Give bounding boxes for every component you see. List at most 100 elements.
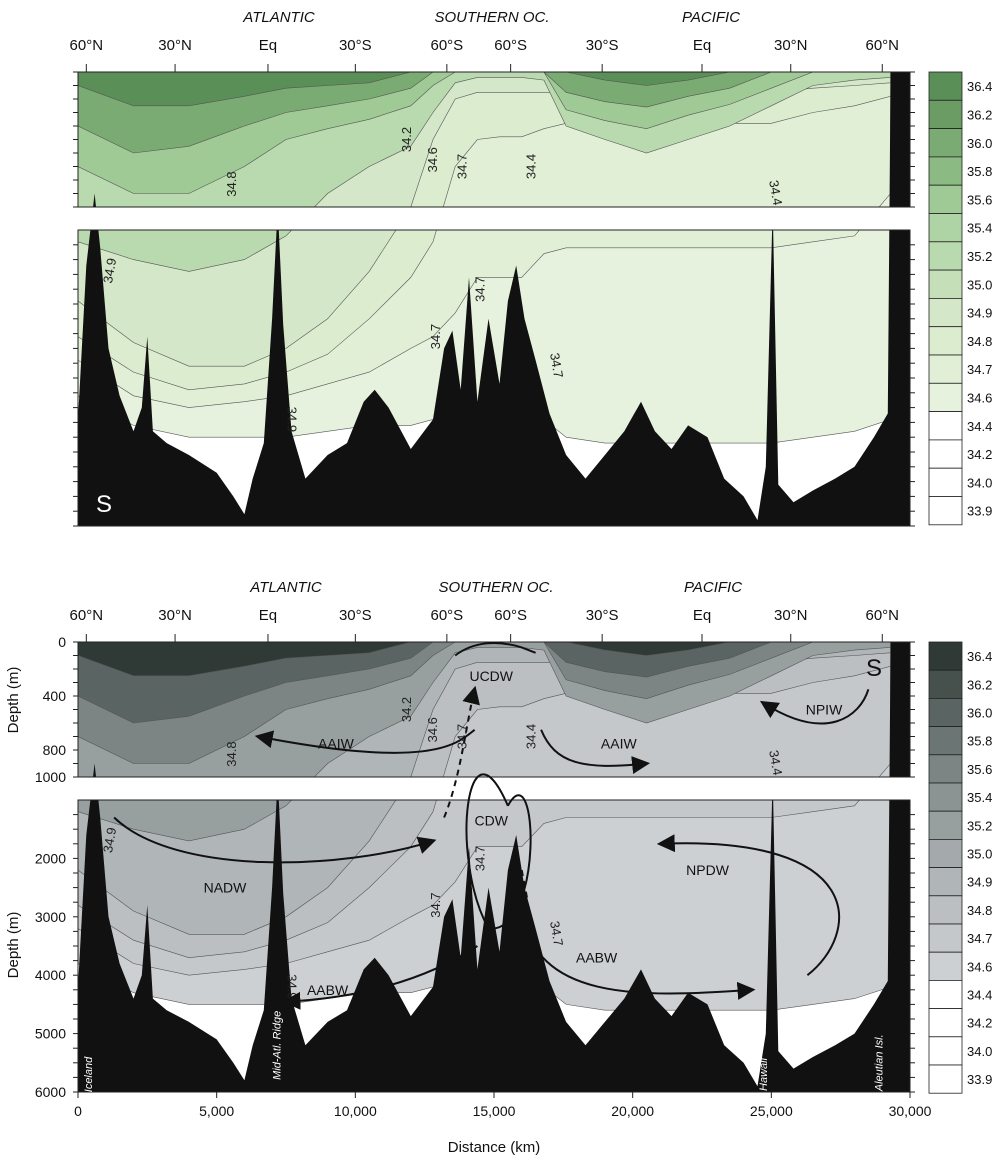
colorbar-swatch (928, 641, 963, 671)
colorbar: 36.4 36.2 36.0 35.8 35.6 35.4 35.2 35.0 34.9 34.8… (928, 71, 992, 526)
contour-label: 34.4 (524, 724, 539, 749)
colorbar-swatch (928, 951, 963, 981)
contour-label: 34.2 (399, 697, 414, 722)
latitude-tick-label: 30°N (158, 37, 192, 54)
colorbar-label: 34.9 (967, 306, 992, 321)
colorbar-label: 34.4 (967, 419, 992, 434)
water-mass-label: AAIW (318, 735, 355, 751)
colorbar-swatch (928, 156, 963, 186)
water-mass-label: AAIW (601, 735, 638, 751)
salinity-band (78, 800, 293, 842)
contour-label: 34.6 (425, 717, 440, 742)
y-axis-label-upper: Depth (m) (5, 667, 22, 734)
colorbar-label: 36.2 (967, 107, 992, 122)
salinity-field-lower (78, 230, 910, 526)
ocean-header: PACIFIC (684, 579, 742, 596)
latitude-tick-label: 60°S (431, 607, 464, 624)
colorbar-label: 33.9 (967, 1072, 992, 1087)
contour-label: 34.4 (524, 154, 539, 179)
colorbar-swatch (928, 1064, 963, 1094)
colorbar-swatch (928, 923, 963, 953)
y-tick-label: 0 (58, 634, 66, 650)
x-tick-label: 30,000 (889, 1103, 932, 1119)
dashed-segment (520, 869, 529, 900)
salinity-field-upper (78, 72, 910, 207)
circulation-arrow (540, 729, 651, 774)
salinity-panel-color: 60°N 30°N Eq 30°S 60°S 60°S 30°S Eq 30°N 60°N ATLA… (70, 9, 992, 527)
upwelling-dashed-arrow (443, 685, 480, 818)
water-mass-label: AABW (576, 950, 618, 966)
colorbar-swatch (928, 382, 963, 412)
panel-label-salinity: S (96, 491, 112, 518)
colorbar-label: 36.2 (967, 677, 992, 692)
y-tick-label: 2000 (35, 850, 66, 866)
topography-label: Iceland (83, 1056, 95, 1092)
colorbar-swatch (928, 980, 963, 1010)
contour-label: 34.4 (766, 179, 785, 207)
colorbar-swatch (928, 698, 963, 728)
colorbar-label: 35.0 (967, 277, 992, 292)
colorbar-label: 34.6 (967, 390, 992, 405)
colorbar-label: 35.2 (967, 249, 992, 264)
circulation-arrow (254, 729, 476, 754)
ocean-header: ATLANTIC (242, 9, 315, 26)
topography-label: Mid-Atl. Ridge (271, 1011, 283, 1080)
circulation-arrow (656, 834, 841, 976)
colorbar-swatch (928, 439, 963, 469)
contour-label: 34.7 (547, 920, 566, 948)
y-tick-label: 800 (43, 742, 67, 758)
salinity-band (78, 72, 891, 107)
water-mass-label: AABW (307, 982, 349, 998)
ocean-header: SOUTHERN OC. (434, 9, 549, 26)
seafloor-topography (78, 800, 910, 1092)
topography-label: Hawaii (758, 1057, 770, 1091)
salinity-band (78, 642, 891, 724)
latitude-tick-label: 60°N (70, 607, 104, 624)
colorbar-swatch (928, 326, 963, 356)
colorbar-swatch (928, 754, 963, 784)
contour-label: 34.6 (425, 147, 440, 172)
colorbar-swatch (928, 99, 963, 130)
colorbar: 36.4 36.2 36.0 35.8 35.6 35.4 35.2 35.0 34.9 34.8… (928, 641, 992, 1094)
water-mass-label: CDW (475, 812, 509, 828)
x-tick-label: 10,000 (334, 1103, 377, 1119)
colorbar-label: 35.6 (967, 192, 992, 207)
contour-label: 34.9 (284, 407, 299, 432)
y-axis-label-lower: Depth (m) (5, 912, 22, 979)
x-tick-label: 5,000 (199, 1103, 234, 1119)
contour-label: 34.7 (547, 352, 566, 380)
colorbar-label: 35.8 (967, 164, 992, 179)
colorbar-label: 33.9 (967, 504, 992, 519)
contour-label: 34.4 (766, 749, 785, 777)
colorbar-label: 34.6 (967, 959, 992, 974)
colorbar-swatch (928, 810, 963, 840)
colorbar-swatch (928, 867, 963, 897)
colorbar-swatch (928, 411, 963, 441)
colorbar-swatch (928, 726, 963, 756)
cdw-loop (465, 773, 532, 930)
panel-label-salinity: S (866, 655, 882, 682)
y-tick-label: 400 (43, 688, 67, 704)
colorbar-label: 34.7 (967, 931, 992, 946)
topography-label: Aleutian Isl. (873, 1034, 885, 1092)
salinity-field-lower (78, 800, 910, 1092)
circulation-arrow (113, 816, 437, 864)
dashed-segment (468, 881, 473, 906)
contour-label: 34.7 (428, 324, 443, 349)
colorbar-label: 34.8 (967, 334, 992, 349)
water-mass-label: NPIW (806, 702, 843, 718)
latitude-tick-label: 30°S (339, 607, 372, 624)
latitude-tick-label: 60°N (70, 37, 104, 54)
colorbar-label: 36.4 (967, 649, 992, 664)
contour-label: 34.9 (100, 826, 119, 854)
ocean-header: ATLANTIC (249, 579, 322, 596)
salinity-field-upper (78, 642, 910, 777)
circulation-arrow (520, 910, 756, 1000)
colorbar-label: 36.4 (967, 79, 992, 94)
latitude-tick-label: Eq (259, 607, 277, 624)
latitude-tick-label: 60°S (494, 607, 527, 624)
colorbar-label: 35.4 (967, 790, 992, 805)
salinity-panel-grayscale: 60°N 30°N Eq 30°S 60°S 60°S 30°S Eq 30°N 60°N ATLA… (5, 579, 992, 1156)
colorbar-swatch (928, 184, 963, 214)
